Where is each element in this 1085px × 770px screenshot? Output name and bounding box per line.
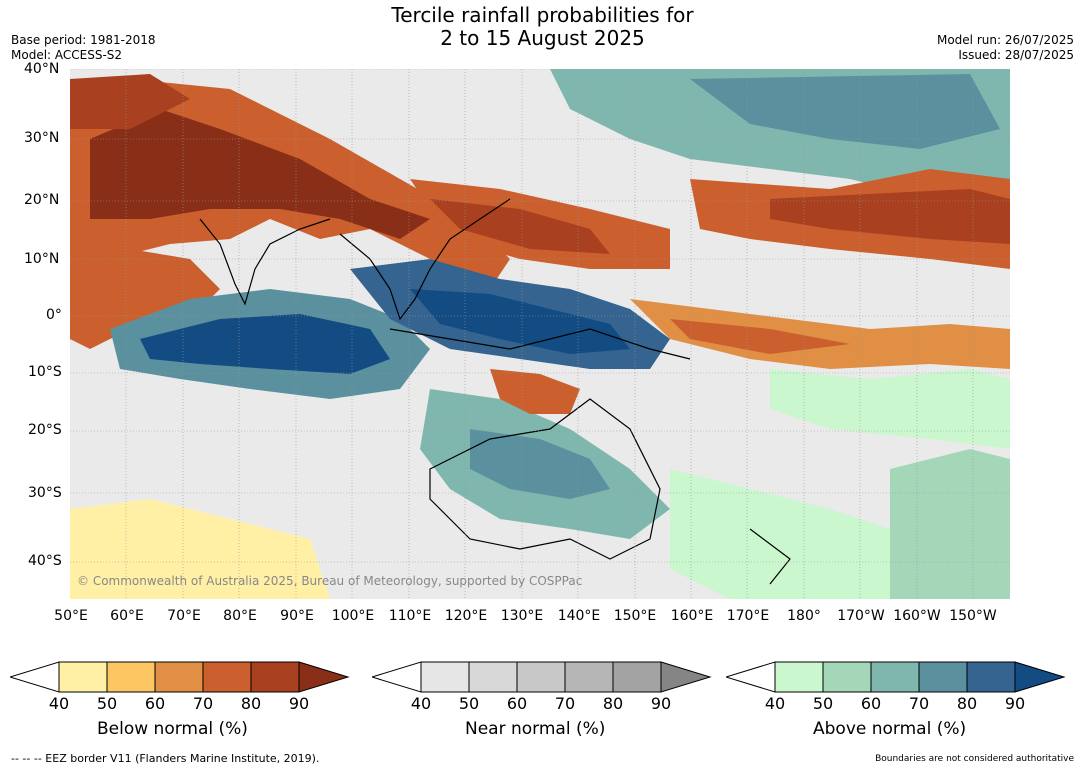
lat-label: 0° <box>46 307 62 323</box>
title-line-1: Tercile rainfall probabilities for <box>391 3 694 27</box>
colorbar-swatch <box>918 661 968 693</box>
lon-label: 50°E <box>54 608 88 624</box>
issued-date: Issued: 28/07/2025 <box>958 48 1074 62</box>
boundaries-disclaimer: Boundaries are not considered authoritat… <box>875 754 1074 764</box>
lat-label: 10°N <box>24 251 60 267</box>
colorbar-tick: 90 <box>288 694 310 713</box>
map-canvas <box>70 69 1010 599</box>
colorbar-swatch <box>612 661 662 693</box>
colorbar-tick: 50 <box>812 694 834 713</box>
probability-map <box>70 69 1010 599</box>
colorbar-tick: 70 <box>554 694 576 713</box>
lon-label: 160°W <box>893 608 941 624</box>
lon-label: 170°W <box>837 608 885 624</box>
colorbar-tick: 60 <box>860 694 882 713</box>
lon-label: 80°E <box>223 608 257 624</box>
colorbar-tick: 90 <box>650 694 672 713</box>
lat-label: 20°N <box>24 192 60 208</box>
colorbar-tick: 60 <box>506 694 528 713</box>
colorbar-near-normal-swatches <box>372 661 712 693</box>
lon-label: 170°E <box>726 608 770 624</box>
title-line-2: 2 to 15 August 2025 <box>440 26 645 50</box>
lon-label: 100°E <box>331 608 375 624</box>
eez-border-note: -- -- -- EEZ border V11 (Flanders Marine… <box>11 752 320 765</box>
lon-label: 160°E <box>670 608 714 624</box>
base-period: Base period: 1981-2018 <box>11 33 156 47</box>
coastlines <box>199 198 791 585</box>
lat-label: 40°S <box>28 553 62 569</box>
colorbar-swatch <box>58 661 108 693</box>
colorbar-tick: 90 <box>1004 694 1026 713</box>
lon-label: 150°E <box>613 608 657 624</box>
colorbar-swatch <box>822 661 872 693</box>
lat-label: 30°S <box>28 485 62 501</box>
colorbar-tick: 40 <box>48 694 70 713</box>
colorbar-tick: 60 <box>144 694 166 713</box>
colorbar-swatch <box>154 661 204 693</box>
lon-label: 180° <box>787 608 821 624</box>
colorbar-swatch <box>106 661 156 693</box>
colorbar-swatch <box>870 661 920 693</box>
colorbar-swatch <box>202 661 252 693</box>
lon-label: 60°E <box>110 608 144 624</box>
colorbar-tick: 70 <box>908 694 930 713</box>
colorbar-label: Below normal (%) <box>97 719 248 739</box>
colorbar-above-normal-swatches <box>726 661 1066 693</box>
lat-label: 30°N <box>24 130 60 146</box>
lat-label: 40°N <box>24 61 60 77</box>
colorbar-tick: 50 <box>96 694 118 713</box>
lon-label: 150°W <box>949 608 997 624</box>
colorbar-tick: 70 <box>192 694 214 713</box>
graticule <box>70 69 1010 599</box>
colorbar-tick: 50 <box>458 694 480 713</box>
lon-label: 130°E <box>500 608 544 624</box>
lat-label: 20°S <box>28 422 62 438</box>
meta-left: Base period: 1981-2018 Model: ACCESS-S2 <box>11 33 156 63</box>
copyright-notice: © Commonwealth of Australia 2025, Bureau… <box>77 574 583 588</box>
colorbar-tick: 80 <box>240 694 262 713</box>
model-run: Model run: 26/07/2025 <box>936 33 1074 47</box>
model-name: Model: ACCESS-S2 <box>11 48 123 62</box>
colorbar-swatch <box>250 661 300 693</box>
colorbar-swatch <box>516 661 566 693</box>
colorbar-swatch <box>420 661 470 693</box>
colorbar-below-normal-swatches <box>10 661 350 693</box>
colorbar-swatch <box>564 661 614 693</box>
lon-label: 110°E <box>388 608 432 624</box>
colorbar-swatch <box>774 661 824 693</box>
chart-title: Tercile rainfall probabilities for 2 to … <box>0 4 1085 50</box>
colorbar-tick: 40 <box>410 694 432 713</box>
probability-field <box>70 69 1010 599</box>
colorbar-swatch <box>966 661 1016 693</box>
lon-label: 140°E <box>557 608 601 624</box>
lon-label: 120°E <box>444 608 488 624</box>
meta-right: Model run: 26/07/2025 Issued: 28/07/2025 <box>937 33 1074 63</box>
lon-label: 90°E <box>280 608 314 624</box>
colorbar-tick: 80 <box>956 694 978 713</box>
colorbar-label: Near normal (%) <box>465 719 606 739</box>
colorbar-swatch <box>468 661 518 693</box>
colorbar-tick: 40 <box>764 694 786 713</box>
colorbar-label: Above normal (%) <box>813 719 967 739</box>
lat-label: 10°S <box>28 364 62 380</box>
colorbar-tick: 80 <box>602 694 624 713</box>
lon-label: 70°E <box>167 608 201 624</box>
